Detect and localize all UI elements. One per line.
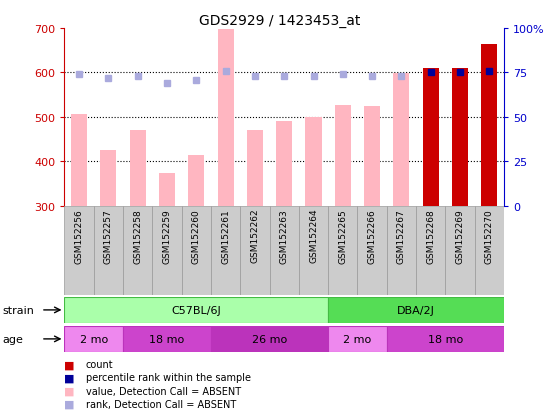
Text: GSM152258: GSM152258 xyxy=(133,208,142,263)
Bar xyxy=(393,74,409,206)
Text: count: count xyxy=(86,359,113,369)
Bar xyxy=(100,151,116,206)
FancyBboxPatch shape xyxy=(269,206,299,295)
Text: GDS2929 / 1423453_at: GDS2929 / 1423453_at xyxy=(199,14,361,28)
Text: GSM152268: GSM152268 xyxy=(426,208,435,263)
FancyBboxPatch shape xyxy=(416,206,445,295)
Text: GSM152260: GSM152260 xyxy=(192,208,201,263)
Text: 2 mo: 2 mo xyxy=(343,334,372,344)
Bar xyxy=(452,69,468,206)
FancyBboxPatch shape xyxy=(123,326,211,352)
FancyBboxPatch shape xyxy=(328,297,504,323)
Text: GSM152256: GSM152256 xyxy=(74,208,83,263)
FancyBboxPatch shape xyxy=(299,206,328,295)
Text: ■: ■ xyxy=(64,359,75,369)
Bar xyxy=(159,173,175,206)
Bar xyxy=(423,69,439,206)
Text: GSM152259: GSM152259 xyxy=(162,208,171,263)
Text: GSM152269: GSM152269 xyxy=(455,208,465,263)
Text: GSM152263: GSM152263 xyxy=(279,208,289,263)
FancyBboxPatch shape xyxy=(387,326,504,352)
Text: strain: strain xyxy=(3,305,35,315)
Bar xyxy=(71,114,87,206)
FancyBboxPatch shape xyxy=(328,206,357,295)
Text: value, Detection Call = ABSENT: value, Detection Call = ABSENT xyxy=(86,386,241,396)
Bar xyxy=(129,131,146,206)
Bar xyxy=(364,107,380,206)
Text: GSM152265: GSM152265 xyxy=(338,208,347,263)
FancyBboxPatch shape xyxy=(357,206,387,295)
Text: 2 mo: 2 mo xyxy=(80,334,108,344)
FancyBboxPatch shape xyxy=(475,206,504,295)
Text: rank, Detection Call = ABSENT: rank, Detection Call = ABSENT xyxy=(86,399,236,409)
Text: GSM152266: GSM152266 xyxy=(367,208,377,263)
FancyBboxPatch shape xyxy=(152,206,181,295)
FancyBboxPatch shape xyxy=(240,206,269,295)
Text: GSM152261: GSM152261 xyxy=(221,208,230,263)
Text: GSM152264: GSM152264 xyxy=(309,208,318,263)
Text: GSM152267: GSM152267 xyxy=(397,208,406,263)
Text: percentile rank within the sample: percentile rank within the sample xyxy=(86,373,251,382)
Text: GSM152257: GSM152257 xyxy=(104,208,113,263)
Bar xyxy=(188,155,204,206)
FancyBboxPatch shape xyxy=(387,206,416,295)
Text: ■: ■ xyxy=(64,373,75,382)
FancyBboxPatch shape xyxy=(64,297,328,323)
FancyBboxPatch shape xyxy=(211,326,328,352)
Text: GSM152270: GSM152270 xyxy=(485,208,494,263)
Bar xyxy=(276,122,292,206)
FancyBboxPatch shape xyxy=(64,206,94,295)
Bar xyxy=(217,30,234,206)
FancyBboxPatch shape xyxy=(181,206,211,295)
FancyBboxPatch shape xyxy=(123,206,152,295)
Text: 18 mo: 18 mo xyxy=(428,334,463,344)
Text: GSM152262: GSM152262 xyxy=(250,208,259,263)
Text: ■: ■ xyxy=(64,399,75,409)
FancyBboxPatch shape xyxy=(211,206,240,295)
Bar xyxy=(335,106,351,206)
FancyBboxPatch shape xyxy=(64,326,123,352)
FancyBboxPatch shape xyxy=(328,326,387,352)
Bar xyxy=(247,131,263,206)
FancyBboxPatch shape xyxy=(94,206,123,295)
Text: ■: ■ xyxy=(64,386,75,396)
Text: 26 mo: 26 mo xyxy=(252,334,287,344)
Text: C57BL/6J: C57BL/6J xyxy=(171,305,221,315)
Text: age: age xyxy=(3,334,24,344)
Bar xyxy=(305,118,321,206)
Bar xyxy=(481,45,497,206)
Text: DBA/2J: DBA/2J xyxy=(397,305,435,315)
Text: 18 mo: 18 mo xyxy=(150,334,185,344)
FancyBboxPatch shape xyxy=(445,206,475,295)
